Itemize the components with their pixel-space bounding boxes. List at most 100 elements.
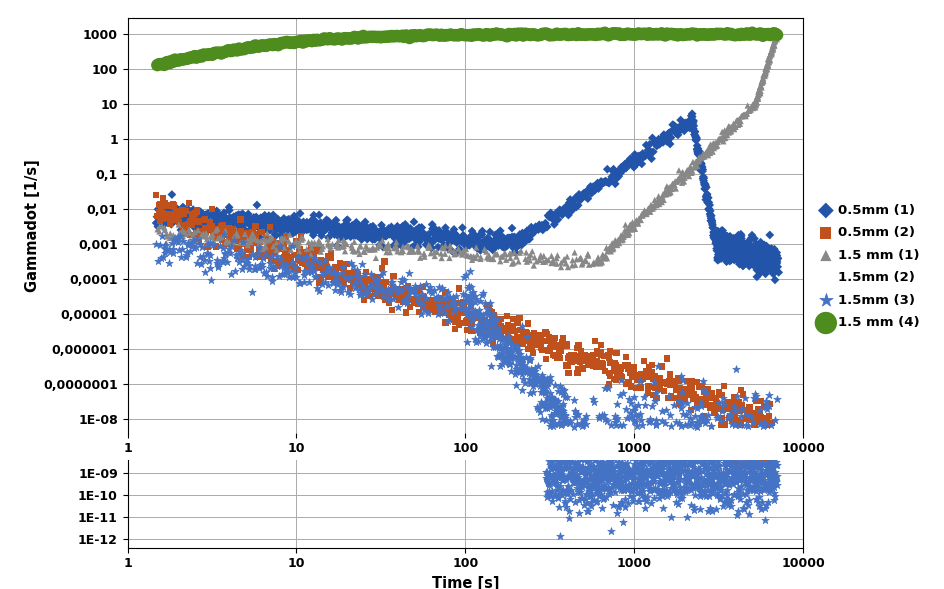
Point [613,485,628,495]
0.5mm (1) [739,248,754,257]
0.5mm (1) [321,233,336,242]
1.5mm (2) [593,233,608,243]
1.5mm (2) [565,224,581,233]
Point [554,490,569,499]
1.5 mm (1) [473,254,488,264]
1.5 mm (4) [439,31,454,40]
1.5mm (3) [411,298,426,307]
1.5 mm (4) [393,31,408,41]
1.5mm (3) [695,416,710,426]
Point [541,478,556,488]
0.5mm (2) [496,323,511,333]
1.5 mm (4) [657,31,672,40]
0.5mm (1) [635,152,650,161]
1.5mm (2) [203,213,218,222]
0.5mm (2) [659,379,674,389]
1.5 mm (4) [229,46,244,55]
0.5mm (1) [500,237,515,246]
0.5mm (1) [653,134,668,143]
1.5 mm (1) [588,259,603,268]
0.5mm (2) [318,257,333,267]
1.5mm (2) [758,361,773,370]
0.5mm (1) [750,261,766,270]
Point [737,467,752,477]
1.5 mm (4) [433,30,448,39]
1.5mm (3) [478,327,493,336]
1.5mm (2) [659,228,674,237]
0.5mm (1) [240,213,255,223]
1.5mm (3) [473,319,488,329]
0.5mm (2) [312,273,328,282]
0.5mm (1) [271,217,286,226]
0.5mm (1) [622,154,637,163]
1.5 mm (1) [433,249,448,258]
1.5mm (2) [305,224,320,234]
1.5mm (2) [415,216,430,226]
1.5mm (2) [630,218,645,227]
1.5 mm (4) [659,29,674,38]
1.5mm (3) [492,332,507,342]
1.5mm (2) [573,236,588,245]
0.5mm (2) [638,369,653,378]
0.5mm (1) [222,214,237,223]
1.5 mm (1) [442,246,457,255]
Point [696,476,711,485]
Point [637,479,652,489]
0.5mm (1) [337,228,352,237]
1.5mm (3) [548,396,564,405]
Point [547,462,562,472]
1.5mm (3) [194,259,209,268]
Point [763,480,778,489]
1.5 mm (1) [758,64,773,74]
1.5mm (3) [525,366,540,375]
1.5 mm (1) [573,254,588,263]
0.5mm (1) [246,213,261,222]
1.5mm (2) [720,276,735,285]
0.5mm (2) [365,284,380,294]
1.5mm (3) [549,419,565,429]
1.5mm (3) [391,302,406,312]
0.5mm (1) [699,192,714,201]
Point [730,487,745,497]
0.5mm (1) [400,234,415,243]
0.5mm (1) [732,243,747,253]
1.5 mm (4) [667,29,683,39]
1.5mm (3) [507,369,522,379]
1.5mm (2) [753,359,768,369]
0.5mm (2) [533,337,548,347]
1.5mm (2) [327,213,342,222]
0.5mm (1) [300,219,315,229]
0.5mm (1) [699,191,714,200]
0.5mm (1) [396,238,411,247]
Point [575,466,590,476]
1.5mm (2) [742,322,757,332]
1.5mm (2) [770,393,785,403]
0.5mm (1) [733,231,748,241]
0.5mm (1) [293,209,308,218]
0.5mm (1) [588,183,603,192]
1.5mm (3) [396,275,411,284]
0.5mm (2) [639,372,654,382]
0.5mm (1) [695,172,710,181]
0.5mm (1) [346,224,362,233]
0.5mm (1) [406,233,421,243]
1.5 mm (1) [756,71,771,81]
1.5mm (2) [670,230,685,239]
0.5mm (1) [617,164,632,173]
Point [747,484,762,494]
1.5mm (2) [531,224,546,233]
0.5mm (1) [613,168,628,178]
1.5mm (2) [211,203,227,213]
1.5 mm (1) [696,150,711,159]
1.5mm (2) [758,362,773,372]
1.5mm (2) [576,230,591,240]
Point [742,475,757,484]
0.5mm (1) [170,212,185,221]
1.5mm (3) [234,264,249,273]
0.5mm (1) [440,231,455,241]
1.5mm (2) [153,206,168,215]
1.5 mm (1) [751,87,767,97]
1.5mm (2) [751,353,767,363]
1.5mm (3) [516,366,531,376]
0.5mm (1) [643,154,658,163]
